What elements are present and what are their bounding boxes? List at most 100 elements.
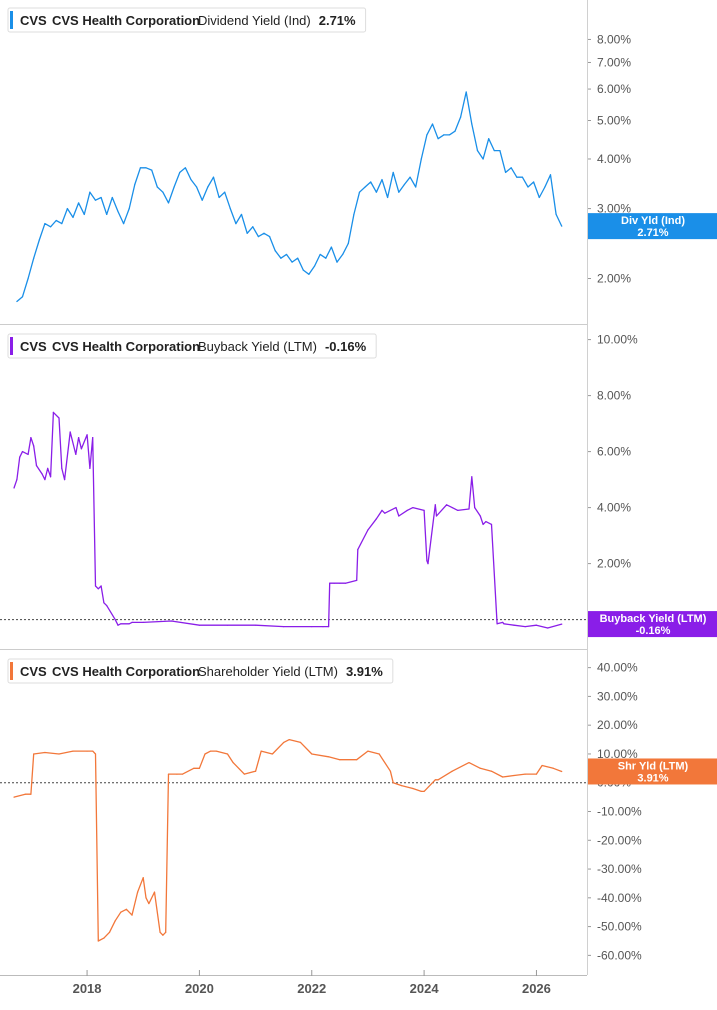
data-point (423, 790, 425, 792)
data-point (212, 176, 215, 178)
legend-company: CVS Health Corporation (52, 339, 200, 354)
legend-metric: Dividend Yield (Ind) (198, 13, 311, 28)
data-point (229, 207, 231, 210)
data-point (257, 236, 259, 238)
y-tick-label: -20.00% (597, 833, 642, 847)
data-point (49, 476, 52, 478)
data-point (179, 171, 181, 174)
data-point (24, 793, 26, 795)
data-point (80, 448, 83, 450)
series-line (13, 411, 562, 629)
data-point (311, 753, 313, 755)
data-point (120, 623, 122, 625)
data-point (339, 759, 341, 761)
data-point (431, 123, 434, 125)
legend-company: CVS Health Corporation (52, 13, 200, 28)
legend-current-value: 3.91% (346, 664, 383, 679)
chart-panel-1: 8.00% 7.00% 6.00% 5.00% 4.00% 3.00% 2.00% Div Y… (7, 7, 717, 303)
current-value-tag-bg (588, 611, 717, 638)
data-point (561, 225, 563, 227)
data-point (357, 549, 359, 551)
data-point (117, 210, 119, 213)
data-point (412, 507, 414, 509)
data-point (283, 626, 285, 628)
data-point (401, 785, 403, 787)
data-point (457, 509, 459, 511)
data-point (131, 914, 133, 916)
data-point (283, 741, 285, 744)
data-point (342, 253, 344, 256)
data-point (108, 931, 111, 933)
data-point (485, 521, 487, 523)
data-point (44, 479, 46, 481)
data-point (269, 236, 271, 238)
data-point (381, 178, 383, 181)
data-point (412, 787, 414, 790)
legend-color-swatch (10, 11, 13, 29)
data-point (254, 770, 257, 772)
y-tick-label: 10.00% (597, 747, 638, 761)
data-point (451, 770, 453, 772)
data-point (561, 770, 563, 773)
data-point (193, 767, 195, 769)
y-tick-label: 40.00% (597, 661, 638, 675)
legend-color-swatch (10, 662, 13, 680)
series-line (13, 738, 562, 942)
data-point (148, 902, 150, 905)
y-tick-label: 6.00% (597, 82, 631, 96)
data-point (226, 624, 229, 626)
data-point (328, 626, 330, 628)
data-point (426, 134, 428, 136)
data-point (544, 186, 546, 188)
data-point (173, 186, 175, 188)
data-point (308, 273, 310, 275)
data-point (151, 169, 153, 171)
data-point (134, 183, 136, 186)
legend-color-swatch (10, 337, 13, 355)
data-point (375, 518, 377, 520)
data-point (493, 149, 495, 152)
data-point (445, 504, 448, 506)
data-point (114, 619, 116, 621)
data-point (16, 479, 18, 481)
data-point (420, 158, 422, 160)
data-point (328, 756, 330, 758)
data-point (403, 183, 406, 186)
data-point (252, 226, 254, 228)
data-point (541, 764, 543, 767)
data-point (75, 453, 77, 455)
legend-metric: Buyback Yield (LTM) (198, 339, 317, 354)
data-point (94, 585, 97, 587)
data-point (240, 213, 243, 216)
data-point (535, 773, 538, 775)
data-point (434, 504, 436, 506)
data-point (243, 773, 245, 775)
data-point (319, 253, 321, 256)
data-point (21, 296, 24, 298)
x-tick-label: 2022 (297, 981, 326, 996)
data-point (49, 226, 52, 228)
data-point (72, 216, 74, 219)
data-point (344, 582, 347, 584)
data-point (86, 434, 88, 436)
data-point (364, 186, 366, 188)
data-point (547, 627, 549, 629)
data-point (35, 465, 38, 467)
data-point (443, 134, 445, 136)
data-point (398, 515, 400, 517)
data-point (125, 908, 127, 910)
data-point (561, 623, 563, 625)
data-point (435, 515, 438, 517)
data-point (33, 257, 35, 259)
current-value-tag: Buyback Yield (LTM)-0.16% (588, 611, 717, 638)
data-point (471, 123, 473, 125)
data-point (386, 196, 389, 199)
data-point (170, 620, 172, 622)
y-tick-label: 4.00% (597, 501, 631, 515)
data-point (159, 931, 161, 933)
data-point (16, 300, 18, 303)
data-point (513, 774, 515, 777)
data-point (535, 624, 538, 626)
series-line (16, 91, 563, 302)
